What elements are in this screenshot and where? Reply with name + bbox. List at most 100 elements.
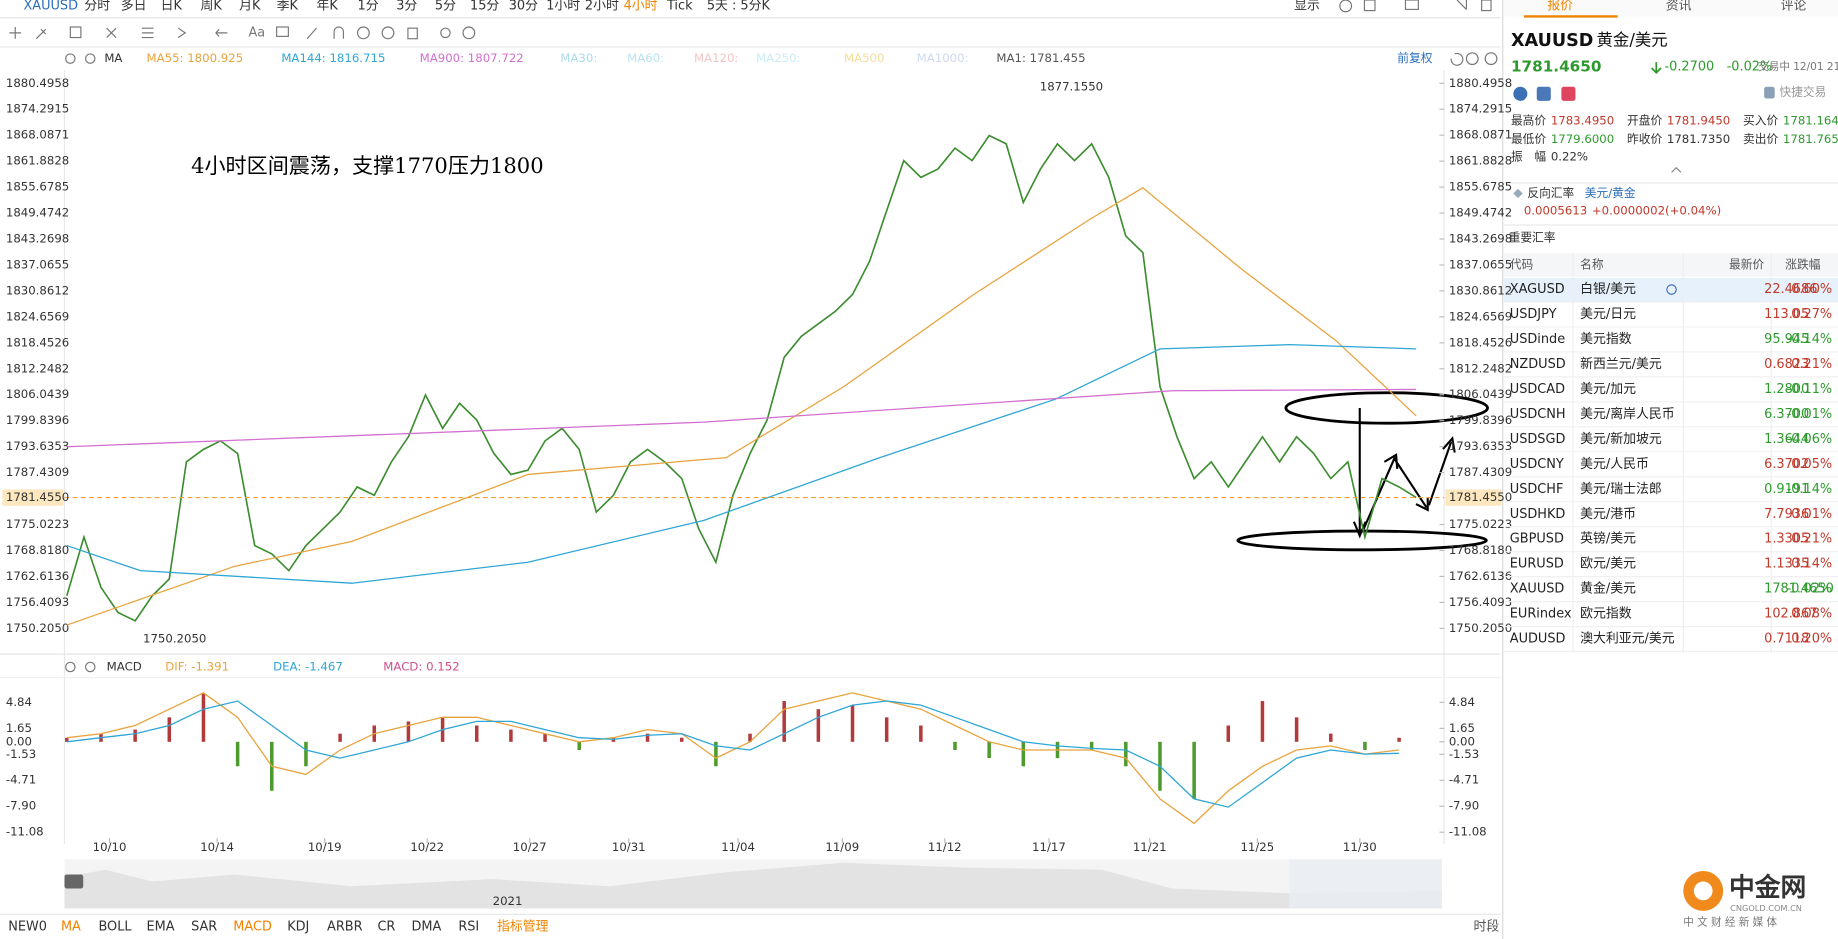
- icon-camera[interactable]: [1404, 0, 1419, 10]
- period-tab[interactable]: 1小时: [546, 0, 580, 13]
- period-tab[interactable]: 5分: [435, 0, 456, 13]
- icon-fav[interactable]: [1561, 86, 1576, 101]
- rate-code[interactable]: GBPUSD: [1510, 532, 1564, 547]
- icon-zoom-out[interactable]: [1484, 52, 1498, 66]
- rate-name[interactable]: 澳大利亚元/美元: [1580, 631, 1675, 647]
- rate-code[interactable]: USDinde: [1510, 332, 1565, 347]
- rate-code[interactable]: XAGUSD: [1510, 282, 1565, 297]
- text-tool[interactable]: Aa: [249, 25, 266, 40]
- legend-entry-off[interactable]: MA1000:: [917, 51, 969, 65]
- legend-entry[interactable]: MA144: 1816.715: [281, 51, 385, 65]
- icon-note[interactable]: [276, 26, 289, 37]
- rate-code[interactable]: USDCNH: [1510, 407, 1566, 422]
- icon-fullscreen[interactable]: [1456, 0, 1468, 10]
- period-tab[interactable]: 2小时: [585, 0, 619, 13]
- rate-name[interactable]: 美元/日元: [1580, 307, 1636, 322]
- indicator-tab[interactable]: CR: [377, 920, 395, 935]
- rate-code[interactable]: USDCNY: [1510, 457, 1564, 472]
- indicator-tab[interactable]: EMA: [147, 920, 175, 935]
- rate-name[interactable]: 白银/美元: [1580, 281, 1636, 297]
- indicator-tab[interactable]: RSI: [458, 920, 479, 935]
- legend-entry-off[interactable]: MA250:: [756, 51, 800, 65]
- rate-name[interactable]: 新西兰元/美元: [1580, 356, 1662, 372]
- legend-entry-off[interactable]: MA30:: [560, 51, 597, 65]
- legend-entry[interactable]: DEA: -1.467: [273, 660, 343, 674]
- icon-magnet[interactable]: [333, 26, 345, 39]
- indicator-name[interactable]: MACD: [107, 660, 142, 674]
- adjust-mode[interactable]: 前复权: [1397, 51, 1432, 65]
- legend-entry[interactable]: MA1: 1781.455: [996, 51, 1085, 65]
- period-tab[interactable]: 多日: [121, 0, 147, 13]
- period-tab[interactable]: 分时: [84, 0, 110, 13]
- period-tab[interactable]: 日K: [161, 0, 183, 13]
- icon-line[interactable]: [35, 28, 47, 40]
- period-tab[interactable]: 5天 : 5分K: [707, 0, 771, 13]
- indicator-tab[interactable]: SAR: [191, 920, 217, 935]
- period-tab[interactable]: Tick: [666, 0, 693, 13]
- rate-code[interactable]: USDHKD: [1510, 507, 1566, 522]
- quick-trade[interactable]: 快捷交易: [1779, 85, 1826, 99]
- icon-view[interactable]: [1666, 284, 1677, 295]
- navigator-window[interactable]: [1289, 859, 1442, 909]
- rate-code[interactable]: EURUSD: [1510, 557, 1564, 572]
- icon-pen[interactable]: [306, 27, 317, 40]
- indicator-tab[interactable]: ARBR: [327, 920, 363, 935]
- icon-fib[interactable]: [106, 27, 117, 38]
- period-tab[interactable]: 15分: [470, 0, 499, 13]
- collapse[interactable]: [1671, 166, 1682, 173]
- rate-code[interactable]: AUDUSD: [1510, 632, 1566, 647]
- indicator-tab[interactable]: MA: [61, 920, 81, 935]
- icon-globe[interactable]: [1513, 86, 1528, 101]
- rate-name[interactable]: 美元/离岸人民币: [1580, 406, 1674, 422]
- rate-code[interactable]: XAUUSD: [1510, 582, 1565, 597]
- legend-entry[interactable]: MACD: 0.152: [383, 660, 459, 674]
- rate-code[interactable]: NZDUSD: [1510, 357, 1566, 372]
- indicator-name[interactable]: MA: [104, 51, 122, 65]
- legend-entry-off[interactable]: MA120:: [694, 51, 738, 65]
- navigator-handle[interactable]: [64, 874, 84, 889]
- icon-settings[interactable]: [65, 661, 76, 673]
- period-tab[interactable]: 30分: [509, 0, 538, 13]
- rate-name[interactable]: 欧元指数: [1580, 607, 1632, 622]
- icon-rect[interactable]: [69, 26, 82, 39]
- period-tab[interactable]: 周K: [200, 0, 222, 13]
- icon-eye[interactable]: [356, 26, 370, 40]
- rate-name[interactable]: 美元/人民币: [1580, 457, 1649, 472]
- rate-name[interactable]: 美元/瑞士法郎: [1580, 482, 1662, 497]
- period-tab[interactable]: 月K: [239, 0, 261, 13]
- rate-code[interactable]: USDSGD: [1510, 432, 1566, 447]
- icon-crosshair[interactable]: [9, 26, 22, 39]
- period-tab[interactable]: 3分: [396, 0, 417, 13]
- rate-name[interactable]: 英镑/美元: [1580, 531, 1636, 547]
- icon-settings[interactable]: [462, 26, 476, 40]
- icon-book[interactable]: [1536, 86, 1551, 101]
- icon-settings[interactable]: [1339, 0, 1353, 13]
- rate-name[interactable]: 美元/港币: [1580, 507, 1636, 522]
- icon-wave[interactable]: [177, 27, 187, 39]
- session-button[interactable]: 时段: [1473, 920, 1499, 935]
- icon-settings[interactable]: [65, 53, 76, 64]
- icon-hide[interactable]: [381, 26, 395, 40]
- icon-close[interactable]: [84, 661, 96, 673]
- rate-code[interactable]: USDCAD: [1510, 382, 1565, 397]
- period-tab[interactable]: 4小时: [624, 0, 658, 13]
- panel-tab[interactable]: 资讯: [1666, 0, 1692, 13]
- period-tab[interactable]: 1分: [358, 0, 379, 13]
- icon-close[interactable]: [84, 53, 96, 64]
- indicator-tab[interactable]: NEW0: [8, 920, 47, 935]
- rate-name[interactable]: 美元指数: [1580, 332, 1632, 347]
- icon-layout[interactable]: [1363, 0, 1376, 12]
- legend-entry[interactable]: MA55: 1800.925: [147, 51, 244, 65]
- rate-name[interactable]: 黄金/美元: [1580, 581, 1636, 597]
- icon-arrow[interactable]: [215, 28, 228, 37]
- legend-entry-off[interactable]: MA60:: [627, 51, 664, 65]
- indicator-tab[interactable]: DMA: [411, 920, 441, 935]
- rate-code[interactable]: EURindex: [1510, 607, 1572, 622]
- indicator-tab[interactable]: BOLL: [98, 920, 132, 935]
- icon-zoom-in[interactable]: [1465, 52, 1479, 66]
- period-tab[interactable]: 年K: [316, 0, 338, 13]
- icon-reset[interactable]: [1450, 52, 1464, 66]
- reverse-pair[interactable]: 美元/黄金: [1585, 186, 1636, 200]
- icon-pop[interactable]: [1481, 0, 1492, 12]
- indicator-tab[interactable]: KDJ: [287, 920, 309, 935]
